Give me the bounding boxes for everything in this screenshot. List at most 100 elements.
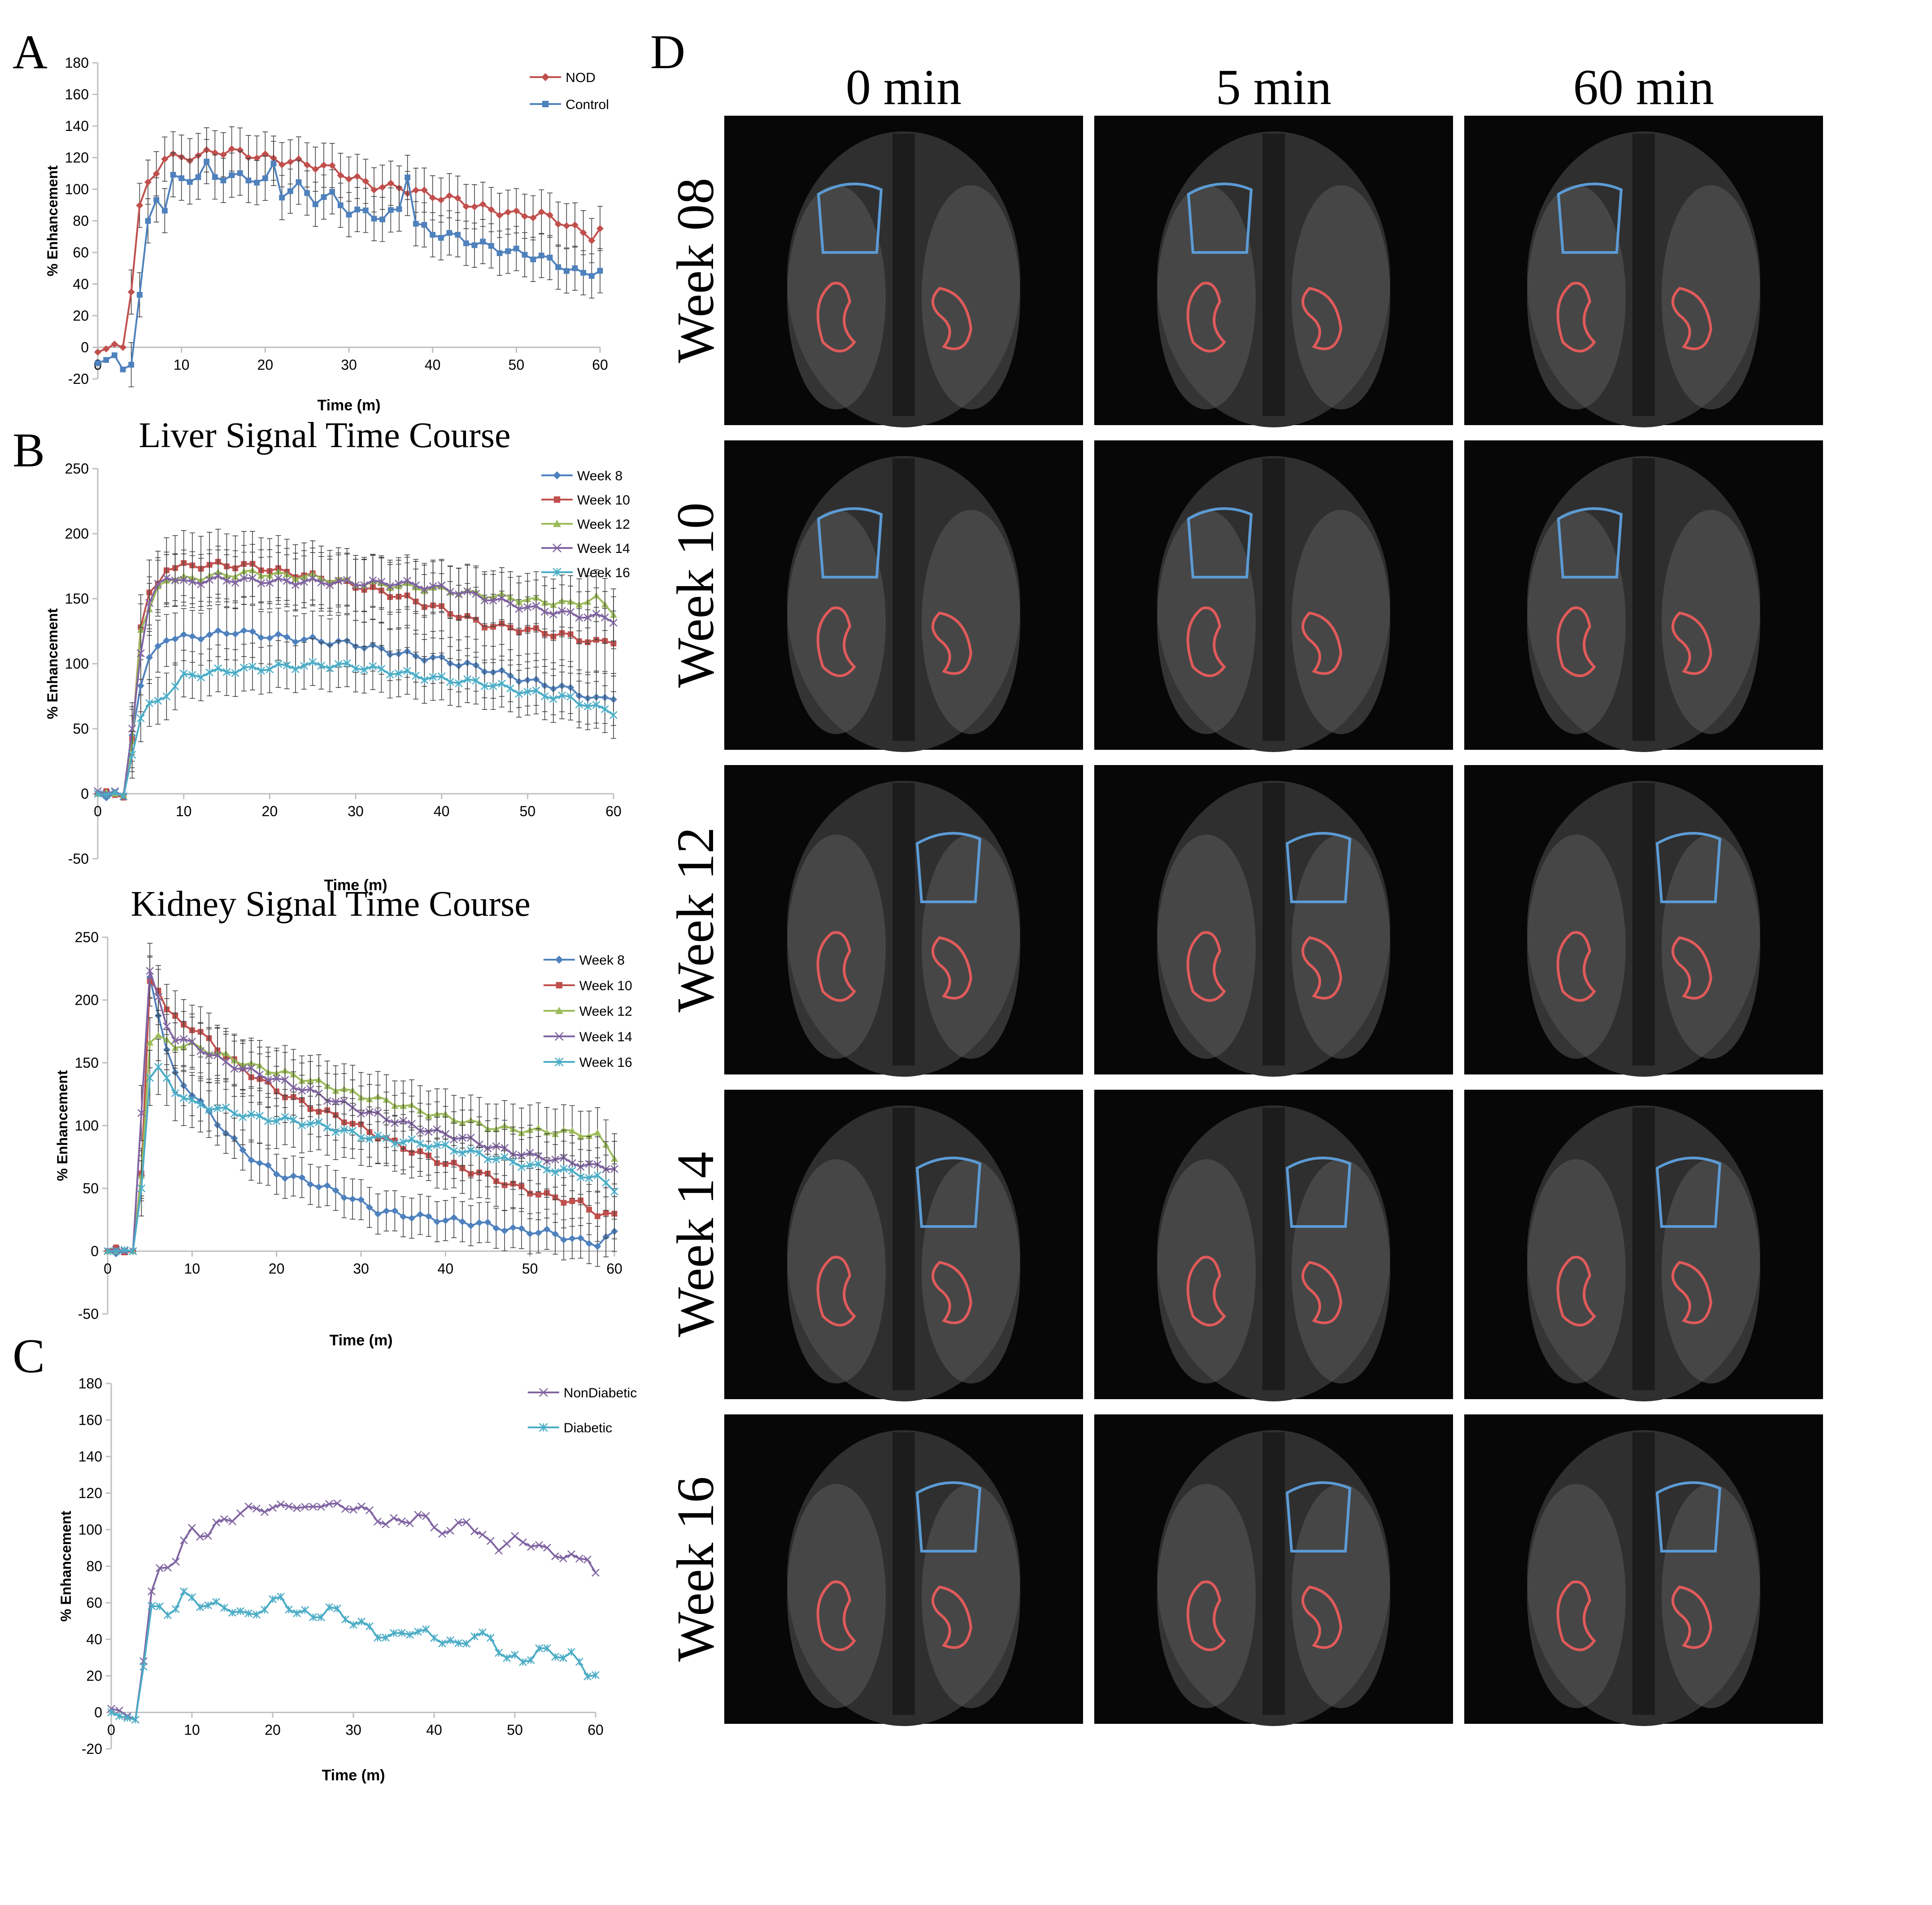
y-tick-label: 200 xyxy=(75,992,99,1008)
data-point xyxy=(555,956,563,964)
data-point xyxy=(505,248,511,254)
data-point xyxy=(441,1140,450,1149)
data-point xyxy=(214,664,222,673)
data-point xyxy=(462,1640,470,1648)
data-point xyxy=(479,200,487,208)
data-point xyxy=(503,1540,511,1548)
data-point xyxy=(403,577,411,585)
data-point xyxy=(162,692,171,700)
data-point xyxy=(152,170,160,178)
data-point xyxy=(518,1225,525,1232)
data-point xyxy=(466,1146,475,1154)
data-point xyxy=(145,599,153,607)
y-tick-label: 150 xyxy=(65,591,89,607)
y-tick-label: 250 xyxy=(75,929,99,945)
data-point xyxy=(145,218,151,224)
data-point xyxy=(532,602,540,610)
x-tick-label: 30 xyxy=(348,803,364,819)
data-point xyxy=(239,663,248,672)
data-point xyxy=(462,1518,470,1527)
data-point xyxy=(408,1214,415,1222)
data-point xyxy=(256,1159,263,1167)
liver-roi xyxy=(915,1157,982,1228)
data-point xyxy=(438,235,444,241)
data-point xyxy=(293,1609,301,1618)
data-point xyxy=(593,1171,602,1179)
data-point xyxy=(534,1160,543,1168)
data-point xyxy=(569,1198,575,1204)
data-point xyxy=(129,1247,137,1255)
legend-label: NonDiabetic xyxy=(564,1386,637,1400)
mri-image xyxy=(1464,440,1823,752)
mri-image xyxy=(724,116,1083,427)
data-point xyxy=(496,212,503,219)
data-point xyxy=(292,638,299,646)
data-point xyxy=(277,1592,285,1601)
data-point xyxy=(539,1423,548,1432)
data-point xyxy=(504,209,512,216)
body-tissue xyxy=(1662,1159,1760,1383)
data-point xyxy=(571,221,579,229)
spine xyxy=(1632,458,1655,741)
data-point xyxy=(154,579,162,588)
kidney-roi xyxy=(1671,611,1713,675)
data-point xyxy=(509,1224,517,1231)
data-point xyxy=(300,578,308,586)
data-point xyxy=(412,581,420,590)
mri-image xyxy=(1464,1090,1823,1401)
data-point xyxy=(231,630,239,638)
data-point xyxy=(320,161,327,169)
legend-label: Week 12 xyxy=(577,517,630,532)
data-point xyxy=(163,637,170,644)
x-tick-label: 60 xyxy=(587,1722,604,1738)
data-point xyxy=(429,673,437,681)
data-point xyxy=(357,1196,365,1204)
data-point xyxy=(371,216,377,222)
data-point xyxy=(188,633,196,640)
data-point xyxy=(206,631,213,639)
data-point xyxy=(162,1074,171,1082)
legend-item: Week 10 xyxy=(541,493,630,508)
data-point xyxy=(323,1123,331,1132)
data-point xyxy=(197,580,205,588)
data-point xyxy=(332,1187,339,1194)
data-point xyxy=(245,154,252,161)
data-point xyxy=(463,675,472,683)
data-point xyxy=(552,1230,559,1238)
y-tick-label: -50 xyxy=(78,1306,99,1322)
data-point xyxy=(588,273,595,279)
column-header: 60 min xyxy=(1573,60,1714,115)
mri-image xyxy=(1464,116,1823,427)
data-point xyxy=(161,208,168,214)
y-tick-label: 0 xyxy=(81,786,89,802)
data-point xyxy=(501,1227,509,1235)
data-point xyxy=(262,175,268,181)
data-point xyxy=(559,1554,567,1562)
data-point xyxy=(551,1552,559,1561)
row-label: Week 16 xyxy=(666,1476,725,1661)
legend-item: NOD xyxy=(530,70,596,85)
data-point xyxy=(290,1172,297,1180)
data-point xyxy=(293,1504,301,1512)
data-point xyxy=(480,682,489,690)
data-point xyxy=(281,1076,289,1084)
data-point xyxy=(148,1602,156,1610)
data-point xyxy=(554,1057,564,1066)
data-point xyxy=(179,1035,188,1043)
data-point xyxy=(487,206,495,213)
data-point xyxy=(366,1506,374,1514)
data-point xyxy=(575,1554,583,1563)
data-point xyxy=(489,682,497,690)
x-tick-label: 10 xyxy=(174,357,190,373)
body-tissue xyxy=(1157,1484,1256,1708)
data-point xyxy=(136,201,144,209)
data-point xyxy=(560,1126,567,1133)
data-point xyxy=(369,576,377,584)
data-point xyxy=(115,1712,123,1720)
y-tick-label: 160 xyxy=(65,87,89,103)
data-point xyxy=(345,175,352,183)
data-point xyxy=(549,695,557,703)
data-point xyxy=(472,590,480,598)
data-point xyxy=(522,252,528,258)
data-point xyxy=(400,1213,407,1221)
